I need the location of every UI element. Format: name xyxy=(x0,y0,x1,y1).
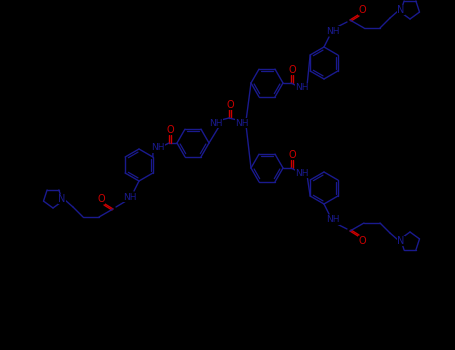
Text: NH: NH xyxy=(235,119,249,127)
Text: N: N xyxy=(397,5,404,15)
Text: O: O xyxy=(97,194,105,204)
Text: O: O xyxy=(358,5,366,15)
Text: N: N xyxy=(58,194,66,204)
Text: NH: NH xyxy=(295,84,309,92)
Text: NH: NH xyxy=(326,216,340,224)
Text: O: O xyxy=(166,125,174,135)
Text: NH: NH xyxy=(209,119,223,127)
Text: O: O xyxy=(358,236,366,246)
Text: NH: NH xyxy=(123,193,137,202)
Text: NH: NH xyxy=(326,27,340,35)
Text: O: O xyxy=(288,65,296,75)
Text: NH: NH xyxy=(295,168,309,177)
Text: NH: NH xyxy=(151,144,165,153)
Text: O: O xyxy=(226,100,234,110)
Text: N: N xyxy=(397,236,404,246)
Text: O: O xyxy=(288,150,296,160)
